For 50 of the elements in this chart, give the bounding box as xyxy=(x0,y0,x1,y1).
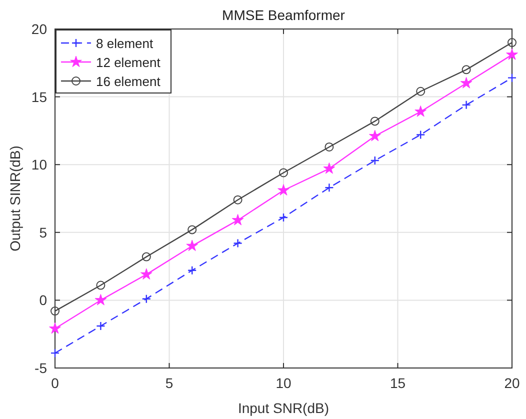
point xyxy=(188,266,197,275)
point xyxy=(508,38,516,48)
point xyxy=(416,86,426,96)
point xyxy=(368,130,381,142)
point xyxy=(140,268,152,280)
point xyxy=(278,184,290,196)
point xyxy=(233,238,242,248)
point xyxy=(370,116,380,126)
y-tick-label: -5 xyxy=(34,360,48,376)
y-tick-label: 20 xyxy=(31,21,48,37)
point xyxy=(324,183,334,192)
point xyxy=(188,225,197,234)
point xyxy=(279,168,288,178)
legend-label: 12 element xyxy=(96,55,161,70)
point xyxy=(462,65,471,74)
point xyxy=(142,294,151,304)
point xyxy=(50,348,60,358)
point xyxy=(50,306,60,316)
point xyxy=(507,73,517,82)
x-tick-label: 10 xyxy=(276,375,292,391)
point xyxy=(278,212,288,222)
point xyxy=(506,48,518,60)
point xyxy=(233,195,242,204)
point xyxy=(370,156,380,166)
y-axis-title: Output SINR(dB) xyxy=(7,146,23,252)
legend-label: 8 element xyxy=(96,36,154,51)
chart-title: MMSE Beamformer xyxy=(222,7,346,23)
point xyxy=(96,321,106,331)
point xyxy=(324,142,334,152)
x-tick-label: 15 xyxy=(390,375,406,391)
point xyxy=(94,294,107,306)
y-tick-label: 5 xyxy=(39,224,48,240)
point xyxy=(460,77,472,88)
x-axis-title: Input SNR(dB) xyxy=(238,400,330,416)
point xyxy=(142,252,151,262)
point xyxy=(323,162,336,174)
y-tick-label: 0 xyxy=(39,292,48,308)
y-tick-label: 10 xyxy=(31,156,48,173)
point xyxy=(49,322,61,334)
point xyxy=(416,130,426,140)
point xyxy=(186,240,198,252)
x-tick-label: 20 xyxy=(504,375,520,391)
point xyxy=(232,214,244,226)
point xyxy=(414,105,427,117)
x-tick-label: 5 xyxy=(165,375,174,391)
y-tick-label: 15 xyxy=(31,88,48,105)
x-tick-label: 0 xyxy=(51,375,60,391)
point xyxy=(96,280,106,290)
point xyxy=(462,100,471,110)
legend-label: 16 element xyxy=(96,74,161,89)
